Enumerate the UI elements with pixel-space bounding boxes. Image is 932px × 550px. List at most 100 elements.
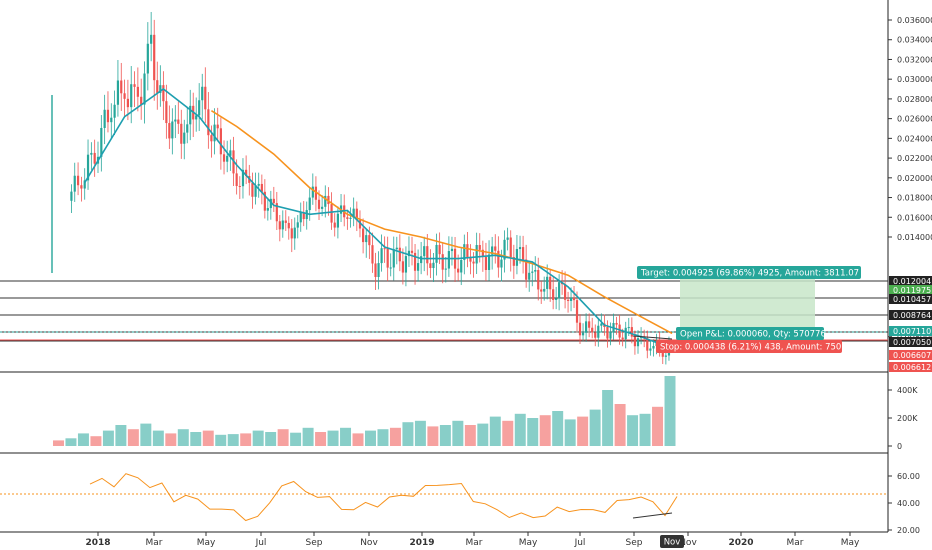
candle-body [543, 288, 546, 292]
volume-bar [477, 423, 489, 446]
candle-body [165, 101, 168, 124]
candle-body [395, 247, 398, 250]
candle-body [116, 80, 120, 105]
x-tick-label: May [197, 538, 216, 548]
volume-bar [252, 430, 264, 446]
candle-body [600, 323, 603, 326]
rsi-axis[interactable]: 60.00 40.00 20.00 [888, 472, 920, 535]
volume-bar [452, 420, 464, 446]
price-divergence-line[interactable] [632, 335, 673, 340]
price-badge [889, 285, 932, 295]
price-tick-label: 0.028000 [897, 95, 932, 104]
x-tick-label: Mar [466, 538, 483, 548]
candle-body [368, 235, 371, 246]
volume-bar [552, 411, 564, 446]
candle-body [362, 228, 365, 243]
candle-body [494, 246, 497, 251]
candle-body [278, 221, 281, 230]
profit-zone[interactable] [680, 278, 815, 332]
candle-body [549, 276, 552, 290]
x-tick-label: Jul [255, 538, 267, 548]
price-tick-label: 0.026000 [897, 115, 932, 124]
candle-body [664, 355, 667, 357]
candle-body [143, 73, 146, 105]
volume-bar [127, 429, 139, 446]
candle-body [398, 247, 401, 262]
candle-body [180, 123, 183, 144]
candle-body [512, 257, 515, 266]
candle-body [506, 237, 509, 240]
ma-short-line[interactable] [84, 88, 673, 350]
price-tick-label: 0.030000 [897, 75, 932, 84]
x-tick-label: Mar [146, 538, 163, 548]
target-callout-text: Target: 0.004925 (69.86%) 4925, Amount: … [640, 269, 859, 279]
volume-bar [277, 429, 289, 446]
candle-body [401, 261, 404, 273]
candle-body [186, 124, 189, 133]
price-badge [889, 350, 932, 360]
price-tick-label: 0.020000 [897, 174, 932, 183]
volume-bar [427, 426, 439, 446]
rsi-line[interactable] [89, 473, 678, 522]
target-callout[interactable]: Target: 0.004925 (69.86%) 4925, Amount: … [637, 266, 861, 279]
volume-axis[interactable]: 400K 200K 0 [888, 386, 918, 451]
open-callout[interactable]: Open P&L: 0.000060, Qty: 570776 [676, 327, 826, 340]
candle-body [450, 248, 454, 252]
candle-body [226, 155, 229, 162]
candle-body [358, 220, 362, 229]
volume-bar [65, 438, 77, 446]
stop-callout[interactable]: Stop: 0.000438 (6.21%) 438, Amount: 750 [656, 340, 842, 353]
candle-body [386, 248, 389, 268]
candle-body [460, 259, 463, 273]
candle-body [219, 128, 222, 155]
candle-body [162, 85, 165, 102]
candle-body [207, 109, 210, 136]
volume-bar [639, 413, 651, 446]
volume-tick-label: 0 [897, 442, 902, 451]
candle-body [260, 183, 263, 192]
volume-bar [602, 390, 614, 446]
candle-body [591, 327, 594, 333]
volume-bar [377, 429, 389, 446]
candle-body [314, 186, 318, 200]
candle-body [487, 254, 491, 270]
candle-body [216, 124, 219, 129]
volume-bar [102, 430, 114, 446]
price-axis[interactable]: 0.036000 0.034000 0.032000 0.030000 0.028000… [888, 16, 932, 342]
candle-body [308, 197, 311, 211]
candle-body [146, 43, 149, 74]
candle-body [621, 337, 624, 340]
stop-callout-box [656, 340, 842, 353]
candle-body [410, 250, 414, 253]
rsi-divergence-line[interactable] [632, 512, 673, 519]
candle-body [374, 263, 377, 277]
candle-body [581, 332, 585, 336]
x-axis[interactable]: 2018 Mar May Jul Sep Nov 2019 Mar May Jul Sep Nov 20… [85, 532, 860, 548]
candle-body [275, 203, 278, 222]
candle-body [281, 220, 284, 230]
candle-body [168, 123, 171, 139]
candle-body [120, 80, 123, 94]
candle-body [569, 297, 573, 301]
candle-body [469, 257, 472, 262]
candle-body [537, 270, 540, 290]
candle-body [420, 256, 423, 264]
candle-body [287, 222, 290, 229]
volume-bar [389, 427, 401, 446]
candle-body [174, 119, 177, 122]
price-badge-label: 0.010457 [893, 295, 931, 304]
candle-body [159, 85, 162, 93]
ma-long-line[interactable] [210, 110, 673, 335]
candle-body [515, 249, 519, 266]
candle-body [73, 175, 76, 192]
position-tool[interactable] [0, 278, 888, 341]
candle-body [484, 256, 488, 270]
candle-body [555, 298, 558, 300]
volume-bar [502, 420, 514, 446]
candle-body [110, 117, 113, 123]
candle-body [572, 297, 576, 301]
candle-body [80, 185, 83, 189]
volume-bar [664, 376, 676, 446]
candle-body [435, 244, 438, 263]
